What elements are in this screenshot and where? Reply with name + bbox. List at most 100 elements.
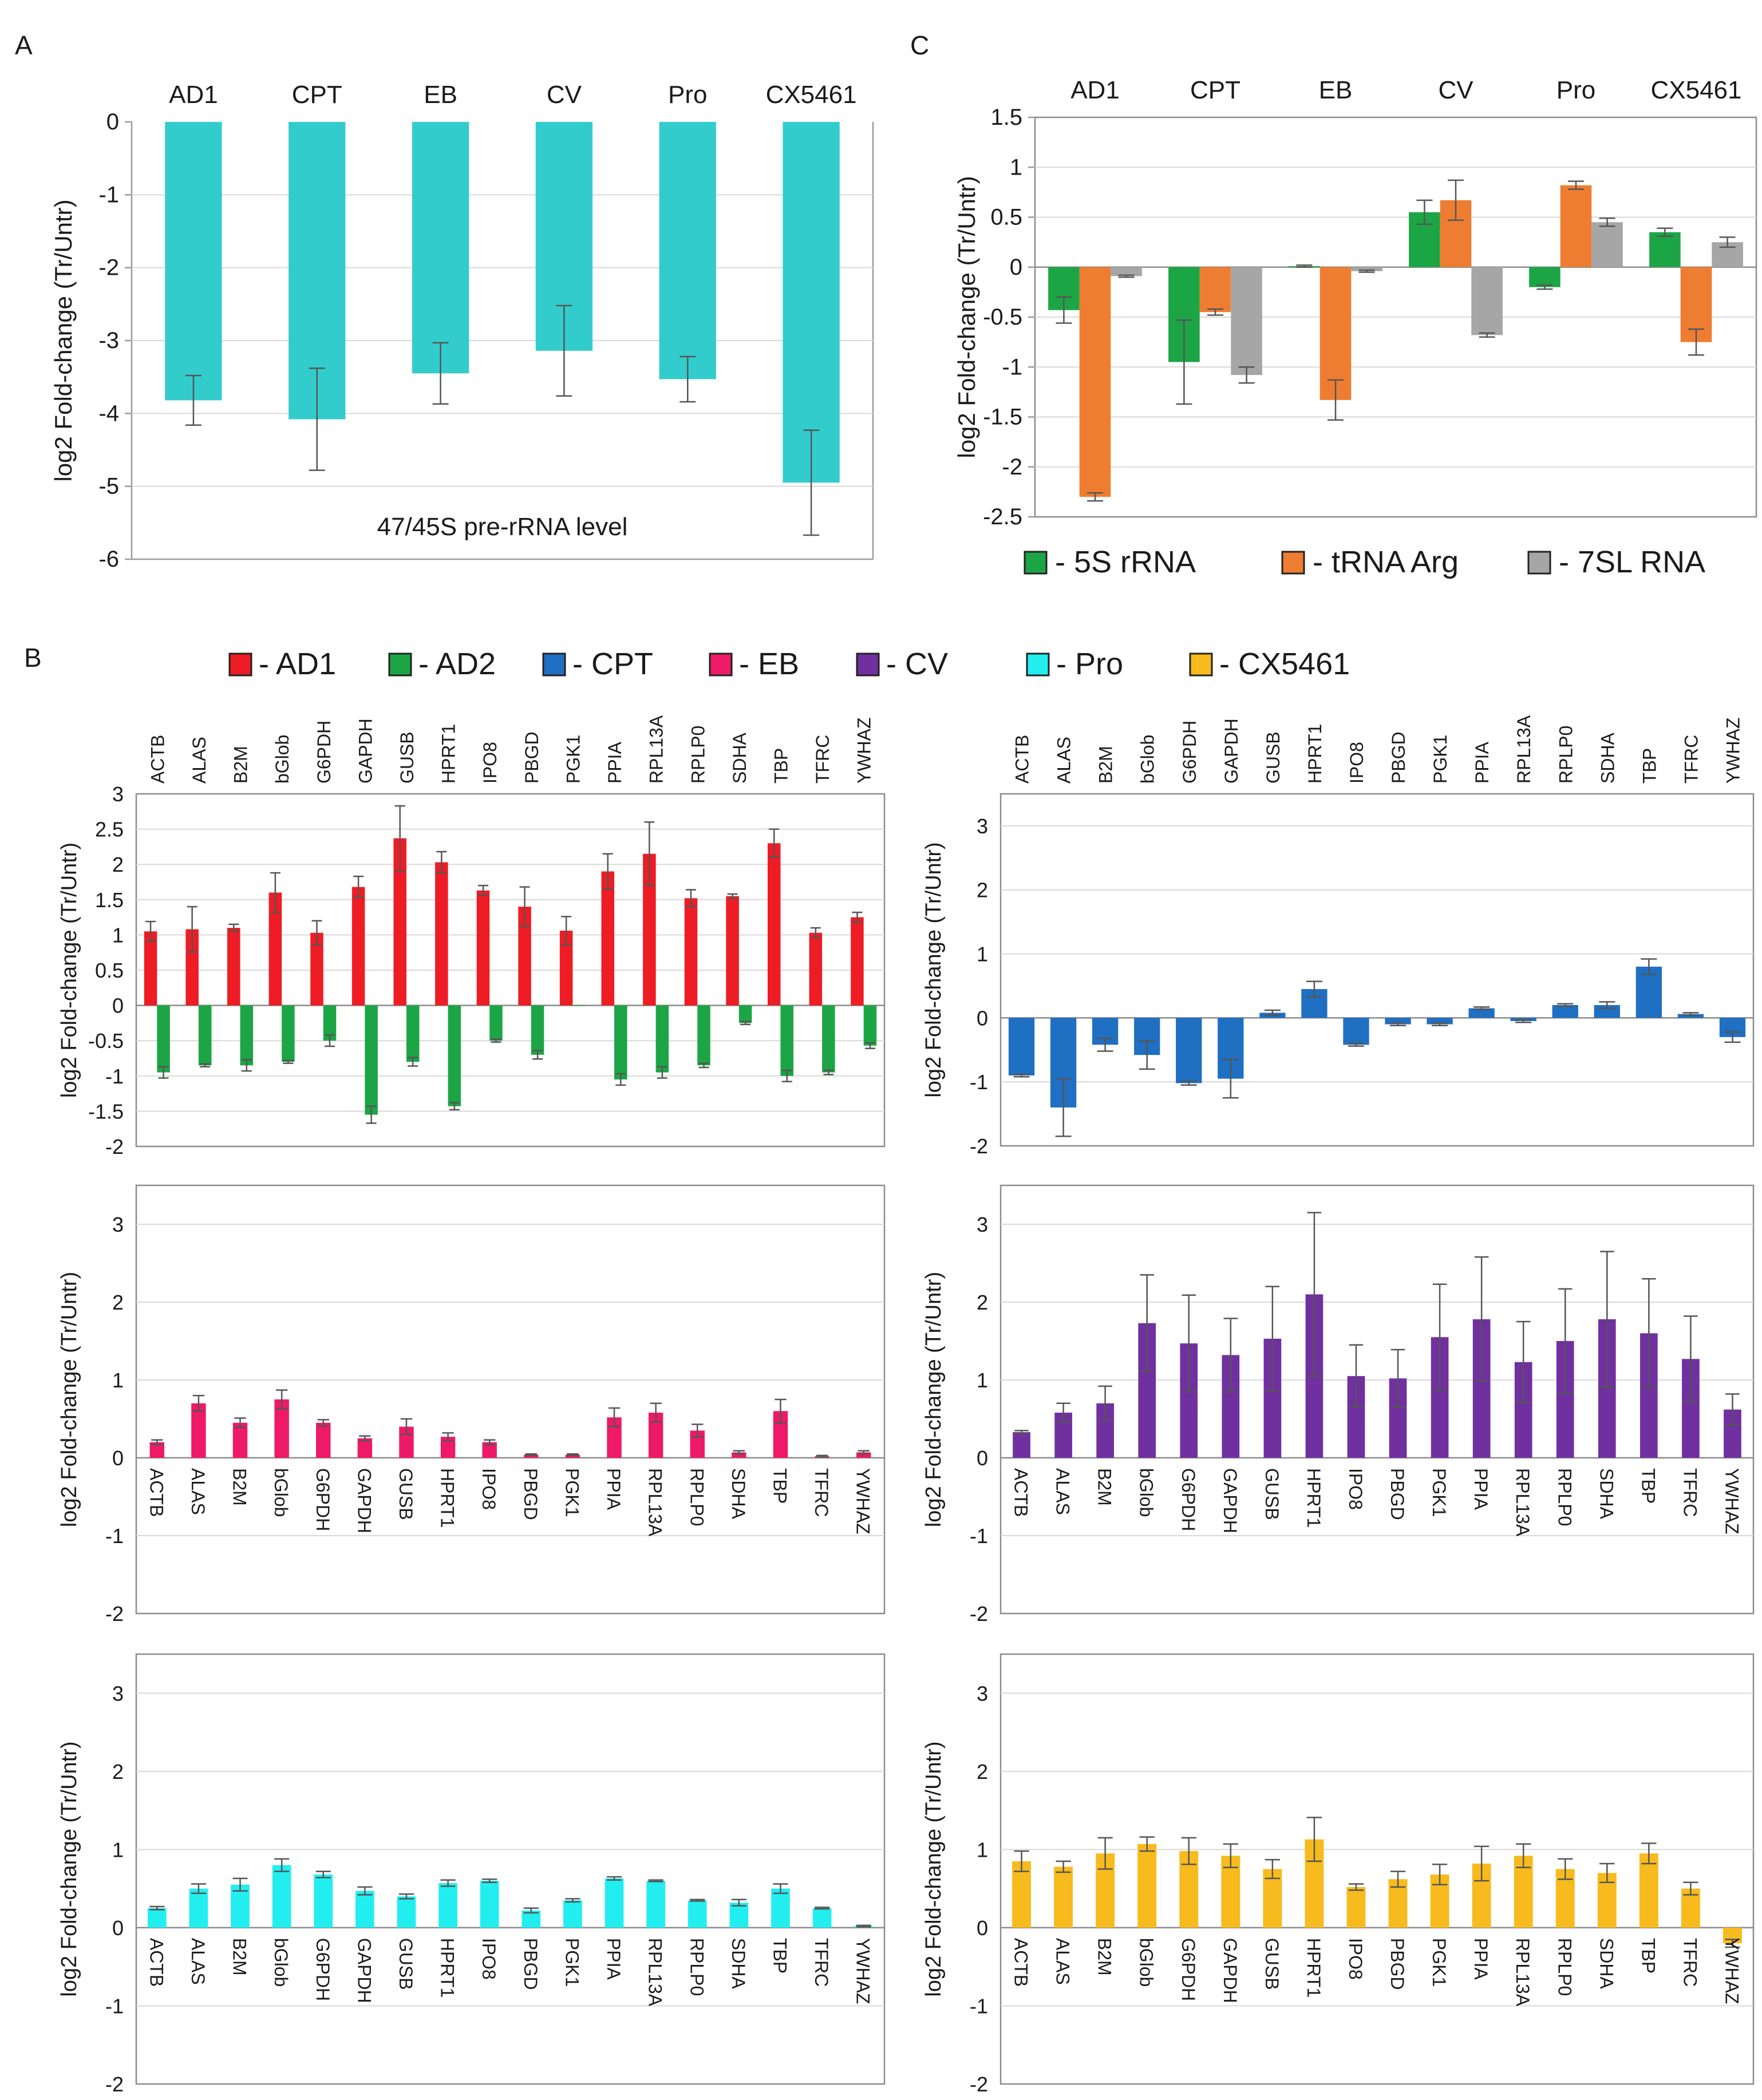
category-label-hprt1: HPRT1 [1305, 724, 1325, 784]
category-label-bglob: bGlob [1137, 735, 1158, 784]
y-tick-label: 3 [112, 1682, 124, 1705]
category-label-pbgd: PBGD [1388, 731, 1409, 784]
bar-pro-g6pdh [314, 1874, 333, 1928]
error-bar-ad2-tfrc [823, 1069, 834, 1075]
error-bar-cv-sdha [1600, 1251, 1614, 1388]
error-bar-trna-arg-cv [1448, 179, 1464, 221]
error-bar-ad1-hprt1 [436, 851, 447, 874]
error-bar-pro-pgk1 [565, 1898, 580, 1903]
bar-eb-g6pdh [316, 1422, 331, 1458]
error-bar-eb-ppia [608, 1407, 621, 1427]
error-bar-eb-g6pdh [317, 1419, 329, 1427]
error-bar-47-45s-pre-rrna-cx5461 [803, 429, 820, 536]
bar-eb-gapdh [357, 1438, 373, 1458]
error-bar-5s-rrna-pro [1536, 284, 1553, 290]
y-tick-label: 1.5 [990, 105, 1022, 130]
y-tick-label: 0 [977, 1916, 988, 1940]
error-bar-cv-g6pdh [1182, 1294, 1196, 1393]
bar-pro-alas [189, 1888, 208, 1928]
bar-cpt-pgk1 [1427, 1018, 1453, 1025]
category-label-rplp0: RPLP0 [1554, 1938, 1575, 1996]
error-bar-cpt-gusb [1264, 1009, 1281, 1017]
category-label-gapdh: GAPDH [354, 1938, 374, 2003]
error-bar-ad1-b2m [228, 923, 239, 932]
category-label-gusb: GUSB [396, 1938, 416, 1990]
bar-cx5461-ipo8 [1346, 1887, 1366, 1928]
bar-7sl-rna-cpt [1231, 267, 1262, 375]
error-bar-cv-pgk1 [1432, 1283, 1447, 1391]
category-label-cpt: CPT [292, 81, 342, 109]
error-bar-5s-rrna-eb [1296, 264, 1313, 268]
bar-ad2-gusb [406, 1005, 420, 1062]
y-axis-label: log2 Fold-change (Tr/Untr) [922, 1741, 946, 1996]
error-bar-pro-g6pdh [315, 1870, 331, 1878]
category-label-alas: ALAS [1053, 1938, 1073, 1985]
error-bar-ad2-pbgd [532, 1050, 543, 1060]
plot-frame [135, 1184, 886, 1615]
error-bar-eb-bglob [275, 1389, 288, 1410]
plot-frame [999, 1653, 1755, 2085]
chart-b-eb: 3 2 1 0 -1 -2 log2 Fold-change (Tr/Untr) ACTB AL… [57, 1184, 886, 1626]
error-bar-cx5461-g6pdh [1181, 1837, 1196, 1865]
category-label-ipo8: IPO8 [479, 1938, 499, 1980]
y-tick-label: 0 [112, 994, 124, 1018]
panel-label-b: B [24, 643, 42, 673]
error-bar-cv-actb [1014, 1430, 1029, 1435]
bar-eb-alas [191, 1403, 206, 1458]
error-bar-trna-arg-eb [1328, 379, 1344, 421]
y-tick-label: 2 [977, 1760, 988, 1783]
bar-cx5461-tbp [1639, 1853, 1658, 1928]
bar-5s-rrna-cx5461 [1649, 232, 1681, 267]
category-label-tbp: TBP [1638, 1468, 1658, 1504]
bar-pro-gusb [397, 1896, 416, 1928]
category-label-rplp0: RPLP0 [688, 726, 708, 784]
legend-label-eb: - EB [739, 647, 799, 681]
panel-label-c: C [910, 30, 929, 60]
y-tick-label: 3 [112, 1213, 124, 1236]
error-bar-ad2-b2m [241, 1059, 252, 1072]
category-label-hprt1: HPRT1 [1303, 1938, 1324, 1998]
bar-cpt-tbp [1635, 966, 1662, 1018]
bar-pro-pgk1 [563, 1900, 582, 1928]
error-bar-pro-gusb [398, 1893, 414, 1900]
category-label-g6pdh: G6PDH [1178, 1468, 1199, 1531]
bar-pro-gapdh [355, 1891, 374, 1928]
error-bar-eb-actb [151, 1439, 163, 1446]
category-label-gapdh: GAPDH [1220, 1468, 1240, 1533]
error-bar-cx5461-ipo8 [1348, 1883, 1364, 1891]
bar-cx5461-actb [1012, 1861, 1031, 1928]
error-bar-ad1-g6pdh [311, 920, 322, 946]
legend-swatch-ad2 [388, 652, 412, 677]
error-bar-cpt-g6pdh [1180, 1080, 1197, 1086]
chart-b-ad: 3 2.5 2 1.5 1 0.5 0 -0.5 -1 -1.5 -2 log2 Fold-chang… [57, 715, 886, 1158]
category-label-ppia: PPIA [603, 1938, 624, 1980]
y-tick-label: 2.5 [95, 818, 124, 841]
category-label-gusb: GUSB [397, 731, 417, 784]
error-bar-pro-pbgd [523, 1907, 539, 1914]
y-tick-label: -2 [105, 2073, 124, 2096]
error-bar-eb-rpl13a [650, 1402, 662, 1423]
chart-c: 1.5 1 0.5 0 -0.5 -1 -1.5 -2 -2.5 log2 Fold-change… [953, 76, 1757, 529]
bar-ad2-tfrc [822, 1005, 835, 1073]
category-label-pbgd: PBGD [520, 1468, 541, 1520]
error-bar-eb-ipo8 [484, 1439, 496, 1446]
error-bar-cpt-tbp [1641, 958, 1657, 975]
category-label-ywhaz: YWHAZ [1721, 1938, 1742, 2004]
error-bar-cpt-tfrc [1682, 1012, 1699, 1017]
y-tick-label: 0 [1010, 255, 1022, 280]
error-bar-ad2-g6pdh [325, 1034, 335, 1047]
y-axis-label: log2 Fold-change (Tr/Untr) [922, 1272, 946, 1527]
error-bar-ad1-rplp0 [685, 889, 696, 908]
error-bar-ad2-ipo8 [491, 1038, 501, 1043]
category-label-alas: ALAS [1054, 737, 1074, 784]
y-tick-label: 2 [112, 1291, 124, 1314]
category-label-pro: Pro [668, 81, 707, 109]
error-bar-ad1-pgk1 [561, 916, 572, 946]
y-tick-label: -4 [98, 401, 119, 426]
category-label-gusb: GUSB [1263, 731, 1283, 784]
plot-frame [999, 1184, 1755, 1615]
bar-ad1-pgk1 [559, 931, 573, 1006]
bar-eb-sdha [732, 1452, 746, 1458]
bar-ad1-rpl13a [643, 853, 656, 1006]
bar-47-45s-pre-rrna-eb [412, 122, 469, 374]
